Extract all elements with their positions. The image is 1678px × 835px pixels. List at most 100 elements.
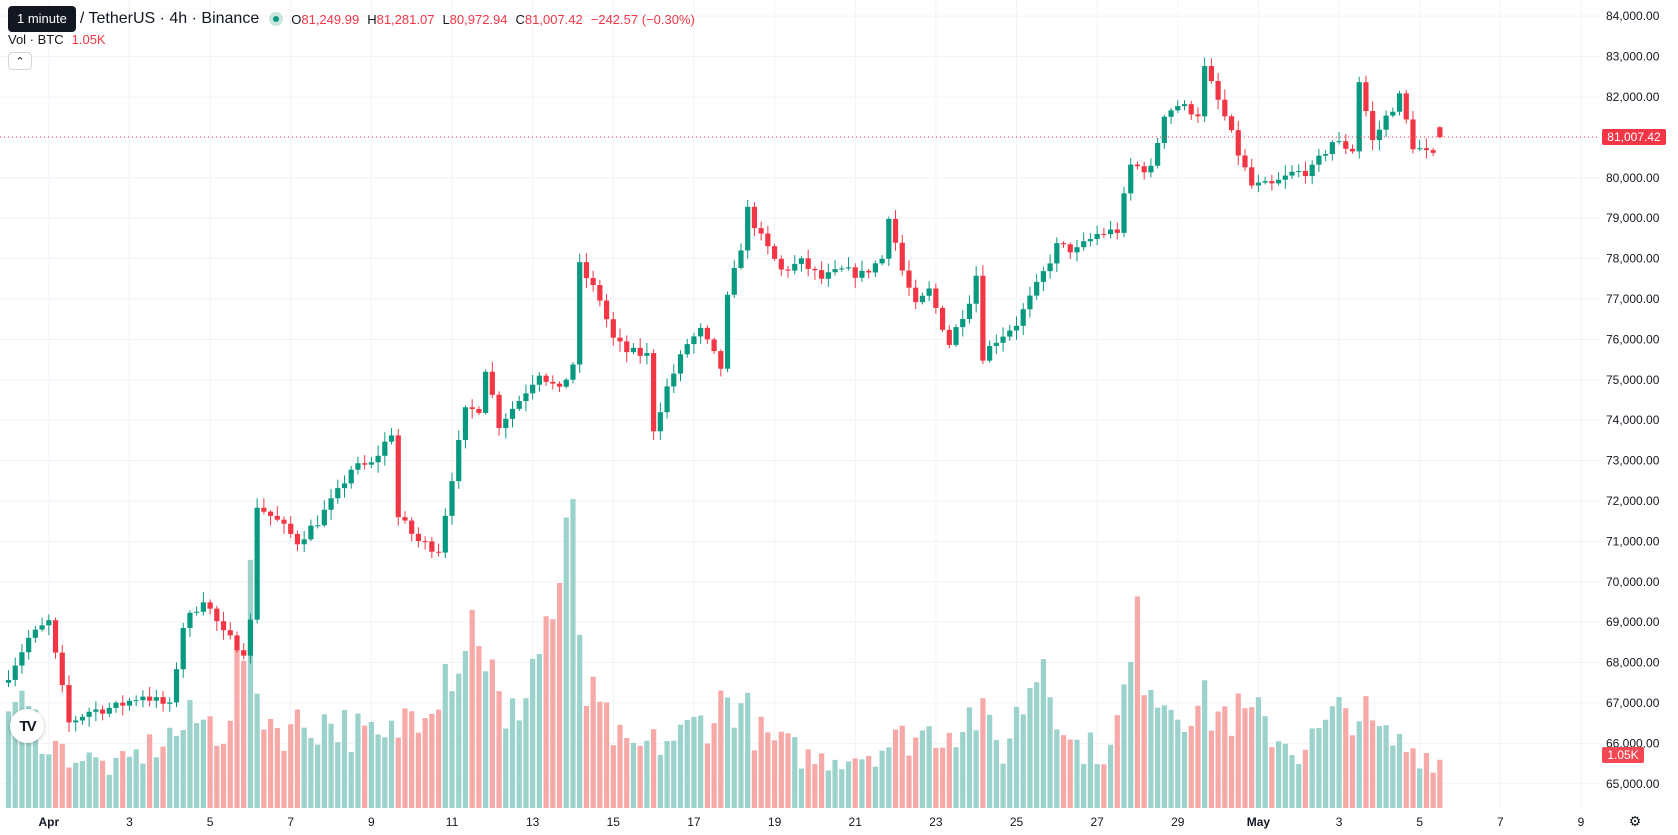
volume-bar [469,609,475,808]
candle-body [583,262,590,279]
volume-bar [1013,706,1020,808]
volume-bar [1269,747,1275,808]
candle-body [845,267,852,269]
volume-series [5,499,1443,808]
candle [812,266,818,280]
candle [241,643,247,660]
candle [308,519,314,542]
candle-body [926,288,932,296]
candle [294,530,301,551]
candle [449,472,455,525]
time-tick-labels: Apr357911131517192123252729May35791113 [38,815,1584,829]
candle [99,705,106,721]
candle-body [1275,179,1282,184]
candle-body [1161,116,1167,144]
candle-body [1302,171,1309,177]
candle-body [704,327,710,340]
volume-bar [234,645,240,808]
candle [1128,157,1134,201]
candle [180,622,186,678]
volume-bar [1074,739,1080,808]
candle-body [93,709,99,712]
candle-body [933,288,939,308]
volume-bar [637,745,643,808]
candle [617,328,623,352]
volume-bar [261,729,267,808]
volume-bar [1262,716,1268,808]
candle [1188,100,1194,120]
volume-bar [624,738,630,808]
candle [66,675,72,733]
volume-bar [570,499,576,808]
candle-body [1175,106,1181,111]
volume-bar [462,650,469,808]
volume-bar [59,743,65,808]
symbol-title[interactable]: / TetherUS · 4h · Binance [79,10,260,27]
candle-body [281,519,287,524]
volume-bar [415,732,422,808]
volume-bar [1289,755,1295,808]
time-scale[interactable]: Apr357911131517192123252729May35791113 [0,808,1600,835]
volume-bar [1155,707,1161,808]
candle-body [1054,243,1060,264]
volume-label[interactable]: Vol · BTC [8,32,64,47]
volume-bar [281,750,287,808]
candle-body [1148,165,1154,173]
candle [214,605,220,631]
symbol-legend: 1 minute / TetherUS · 4h · Binance O 81,… [8,6,695,32]
candle-body [234,635,240,651]
tradingview-logo-icon[interactable]: TV [10,709,44,743]
volume-legend: Vol · BTC 1.05K [8,32,106,47]
volume-bar [973,730,979,808]
candle-body [1094,233,1100,240]
candle-body [684,344,690,355]
candlestick-chart[interactable] [0,0,1600,808]
volume-bar [32,709,38,808]
candle-body [1262,181,1268,183]
time-tick-label: 13 [526,815,540,829]
candle-body [1027,295,1033,310]
volume-bar [1175,719,1181,808]
candle-body [1202,66,1208,117]
candle-body [267,511,274,516]
volume-bar [402,708,408,808]
volume-bar [1040,659,1046,808]
volume-bar [966,707,973,808]
candle [980,265,986,365]
candle-body [1255,182,1262,186]
candle [147,686,153,707]
candle [1336,132,1342,145]
volume-bar [267,718,274,808]
candle [1202,57,1208,123]
candle [422,536,428,550]
volume-bar [1296,763,1302,808]
candle [1215,72,1221,110]
price-change: −242.57 (−0.30%) [590,11,695,27]
market-status-icon[interactable] [269,12,284,26]
collapse-legend-button[interactable]: ⌃ [8,52,32,70]
candle-body [355,463,361,470]
candle [106,702,112,717]
gear-icon[interactable]: ⚙ [1628,812,1642,829]
candle-body [899,242,905,271]
candle [1423,138,1430,159]
candle-body [66,685,72,723]
candle [1437,126,1443,139]
candle-body [879,258,885,264]
volume-bar [1054,729,1060,808]
candle [46,614,52,636]
candle-body [792,263,798,271]
price-scale[interactable]: 65,000.00 66,000.00 67,000.00 68,000.00 69,0… [1600,0,1678,808]
candle-body [335,488,341,499]
time-tick-label: 25 [1010,815,1024,829]
candle [960,309,966,337]
candle-body [771,246,778,259]
candle-body [1296,171,1302,173]
volume-bar [382,737,388,808]
candle [919,292,926,305]
candle [321,500,327,528]
volume-bar [1329,706,1335,808]
candle [267,510,274,526]
price-tick-label: 78,000.00 [1606,252,1660,266]
candle-body [247,619,254,656]
